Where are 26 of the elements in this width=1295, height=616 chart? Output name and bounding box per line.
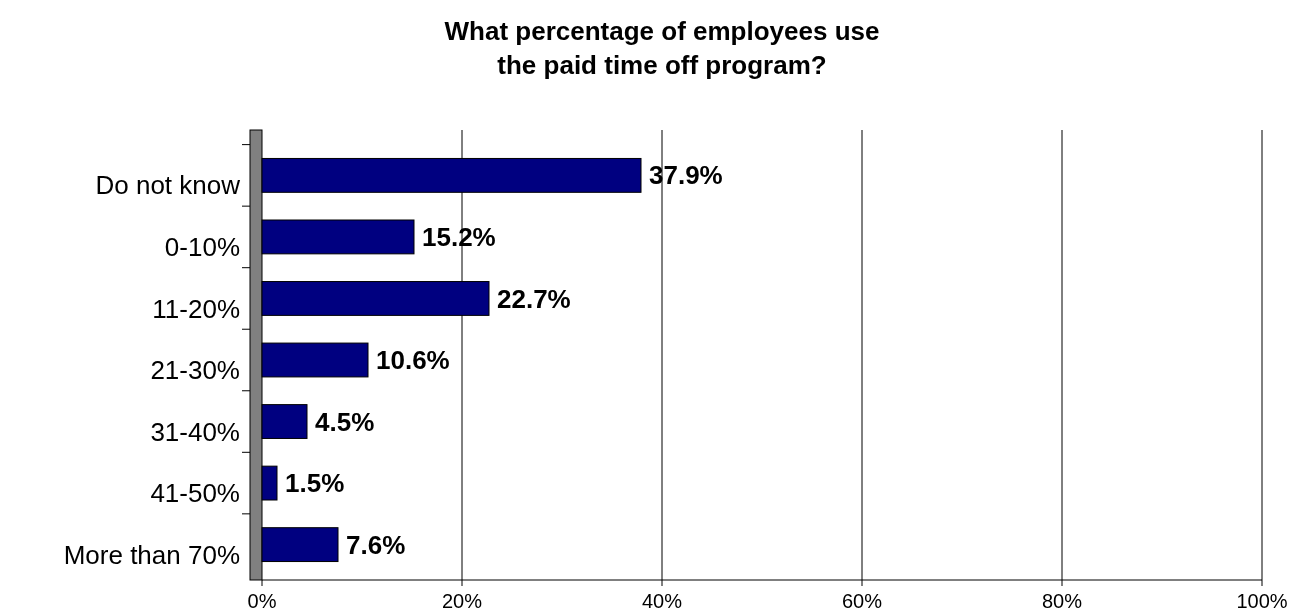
bar (261, 219, 415, 255)
y-tick-label: 11-20% (152, 293, 240, 324)
y-tick-label: 0-10% (164, 232, 240, 263)
y-tick-label: 31-40% (150, 416, 240, 447)
y-tick-label: 21-30% (150, 355, 240, 386)
bar (261, 465, 278, 501)
bar (261, 404, 308, 439)
data-label: 37.9% (649, 160, 723, 191)
y-tick-label: Do not know (95, 170, 241, 201)
data-label: 15.2% (422, 222, 496, 253)
bar (261, 342, 369, 378)
data-label: 10.6% (376, 345, 450, 376)
y-tick-label: More than 70% (63, 539, 240, 570)
y-tick-label: 41-50% (150, 478, 240, 509)
x-tick-label: 20% (441, 590, 483, 612)
x-tick-label: 40% (641, 590, 683, 612)
bar (261, 527, 339, 563)
data-label: 7.6% (346, 529, 406, 560)
data-label: 4.5% (315, 406, 375, 437)
data-label: 1.5% (285, 468, 345, 499)
x-tick-label: 60% (841, 590, 883, 612)
x-tick-label: 0% (247, 590, 277, 612)
x-tick-label: 100% (1236, 590, 1288, 612)
data-label: 22.7% (497, 283, 571, 314)
x-tick-label: 80% (1041, 590, 1083, 612)
chart-title: What percentage of employees use the paid time off program? (444, 16, 880, 80)
